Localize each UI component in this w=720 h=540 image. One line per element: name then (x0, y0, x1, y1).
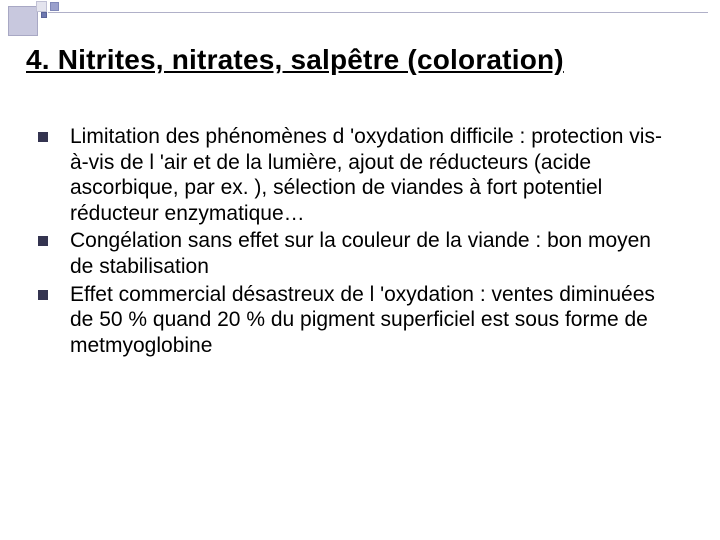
bullet-square-icon (38, 132, 48, 142)
list-item: Effet commercial désastreux de l 'oxydat… (38, 282, 678, 359)
deco-square-small-1 (36, 1, 47, 12)
bullet-text: Effet commercial désastreux de l 'oxydat… (70, 282, 678, 359)
bullet-square-icon (38, 236, 48, 246)
deco-top-rule (48, 12, 708, 13)
list-item: Congélation sans effet sur la couleur de… (38, 228, 678, 279)
deco-square-main (8, 6, 38, 36)
bullet-text: Congélation sans effet sur la couleur de… (70, 228, 678, 279)
deco-square-tiny (41, 12, 47, 18)
slide-title-container: 4. Nitrites, nitrates, salpêtre (colorat… (26, 44, 686, 76)
slide-title: 4. Nitrites, nitrates, salpêtre (colorat… (26, 44, 686, 76)
deco-square-small-2 (50, 2, 59, 11)
slide: 4. Nitrites, nitrates, salpêtre (colorat… (0, 0, 720, 540)
slide-decoration (0, 0, 720, 36)
bullet-text: Limitation des phénomènes d 'oxydation d… (70, 124, 678, 226)
list-item: Limitation des phénomènes d 'oxydation d… (38, 124, 678, 226)
bullet-square-icon (38, 290, 48, 300)
slide-body: Limitation des phénomènes d 'oxydation d… (38, 124, 678, 360)
